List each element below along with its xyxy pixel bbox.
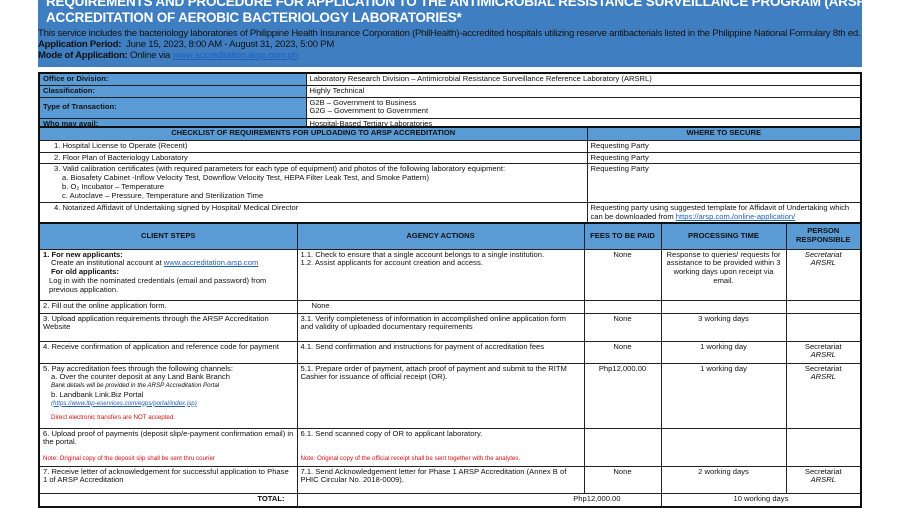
mode-label: Mode of Application: [38, 50, 128, 61]
person-1-unit: ARSRL [810, 258, 836, 268]
period-value: June 15, 2023, 8:00 AM - August 31, 2023… [126, 39, 335, 50]
requirement-3: 3. Valid calibration certificates (with … [38, 163, 588, 204]
action-4: 4.1. Send confirmation and instructions … [296, 340, 585, 364]
step-row-7: 7. Receive letter of acknowledgement for… [38, 465, 862, 494]
where-2: Requesting Party [586, 151, 862, 165]
fees-header: FEES TO BE PAID [583, 222, 662, 250]
description: This service includes the bacteriology l… [38, 28, 861, 39]
step-5b: b. Landbank Link.Biz Portal [51, 389, 144, 399]
step-row-2: 2. Fill out the online application form.… [38, 299, 862, 314]
action-3: 3.1. Verify completeness of information … [296, 312, 585, 342]
info-table: Office or Division: Laboratory Research D… [38, 72, 862, 132]
fee-5: Php12,000.00 [583, 362, 662, 429]
time-4: 1 working day [660, 340, 787, 364]
receipt-note: Note: Original copy of the official rece… [300, 455, 521, 463]
action-6: 6.1. Send scanned copy of OR to applican… [300, 428, 483, 438]
action-1-2: 1.2. Assist applicants for account creat… [300, 258, 483, 268]
title-banner: REQUIREMENTS AND PROCEDURE FOR APPLICATI… [38, 0, 870, 67]
step-row-5: 5. Pay accreditation fees through the fo… [38, 362, 862, 429]
total-row: TOTAL: Php12,000.00 10 working days [38, 492, 862, 508]
action-5: 5.1. Prepare order of payment, attach pr… [296, 362, 585, 429]
requirement-3b: b. O₂ Incubator – Temperature [62, 181, 165, 191]
where-4-text: Requesting party using suggested templat… [590, 203, 850, 222]
office-label: Office or Division: [38, 72, 307, 86]
fee-7: None [583, 465, 662, 494]
requirement-3-text: 3. Valid calibration certificates (with … [54, 164, 506, 174]
requirement-1: 1. Hospital License to Operate (Recent) [38, 139, 588, 153]
where-header: WHERE TO SECURE [586, 126, 862, 141]
client-steps-header: CLIENT STEPS [38, 222, 298, 250]
step-5a: a. Over the counter deposit at any Land … [51, 372, 230, 382]
person-4-unit: ARSRL [810, 350, 836, 360]
person-7-unit: ARSRL [810, 475, 836, 485]
where-3: Requesting Party [586, 163, 862, 204]
total-time: 10 working days [660, 492, 862, 508]
where-4: Requesting party using suggested templat… [586, 202, 862, 225]
create-account-text: Create an institutional account at [51, 258, 162, 268]
step-row-4: 4. Receive confirmation of application a… [38, 340, 862, 364]
fee-3: None [583, 312, 662, 342]
person-header: PERSON RESPONSIBLE [785, 222, 862, 250]
classification-label: Classification: [38, 84, 307, 98]
step-row-3: 3. Upload application requirements throu… [38, 312, 862, 342]
step-7: 7. Receive letter of acknowledgement for… [38, 465, 298, 494]
intro: This service includes the bacteriology l… [38, 28, 868, 61]
time-1: Response to queries/ requests for assist… [660, 248, 787, 301]
person-5-unit: ARSRL [810, 372, 836, 382]
action-1-1: 1.1. Check to ensure that a single accou… [300, 249, 545, 259]
requirement-2: 2. Floor Plan of Bacteriology Laboratory [38, 151, 588, 165]
page-title-line2: ACCREDITATION OF AEROBIC BACTERIOLOGY LA… [46, 10, 462, 25]
requirement-3c: c. Autoclave – Pressure, Temperature and… [62, 190, 264, 200]
step-6: 6. Upload proof of payments (deposit sli… [43, 428, 294, 447]
transfer-warning: Direct electronic transfers are NOT acce… [51, 414, 176, 422]
agency-actions-header: AGENCY ACTIONS [296, 222, 585, 250]
step-2: 2. Fill out the online application form. [38, 299, 298, 314]
type-value: G2B – Government to Business G2G – Govern… [305, 96, 862, 119]
person-5: Secretariat [804, 363, 842, 373]
requirement-3a: a. Biosafety Cabinet -Inflow Velocity Te… [62, 173, 430, 183]
online-application-link[interactable]: https://arsp.com./online-application/ [675, 212, 796, 222]
checklist-table: CHECKLIST OF REQUIREMENTS FOR UPLOADING … [38, 126, 862, 225]
step-row-6: 6. Upload proof of payments (deposit sli… [38, 427, 862, 467]
time-5: 1 working day [660, 362, 787, 429]
total-label: TOTAL: [38, 492, 298, 508]
processing-time-header: PROCESSING TIME [660, 222, 787, 250]
step-row-1: 1. For new applicants: Create an institu… [38, 248, 862, 301]
step-5: 5. Pay accreditation fees through the fo… [43, 363, 233, 373]
person-1: Secretariat [804, 249, 842, 259]
office-value: Laboratory Research Division – Antimicro… [305, 72, 862, 86]
mode-value: Online via [129, 50, 171, 61]
where-1: Requesting Party [586, 139, 862, 153]
checklist-header: CHECKLIST OF REQUIREMENTS FOR UPLOADING … [38, 126, 588, 141]
old-applicants: For old applicants: [51, 267, 119, 277]
type-g2g: G2G – Government to Government [309, 106, 429, 116]
account-link[interactable]: www.accreditation.arsp.com [163, 258, 259, 268]
fee-4: None [583, 340, 662, 364]
person-4: Secretariat [804, 341, 842, 351]
classification-value: Highly Technical [305, 84, 862, 98]
period-label: Application Period: [38, 39, 122, 50]
type-g2b: G2B – Government to Business [309, 97, 417, 107]
fee-1: None [583, 248, 662, 301]
person-7: Secretariat [804, 466, 842, 476]
time-7: 2 working days [660, 465, 787, 494]
bank-details-note: Bank details will be provided in the ARS… [51, 382, 220, 390]
page-title-line1: REQUIREMENTS AND PROCEDURE FOR APPLICATI… [46, 0, 870, 9]
login-text: Log in with the nominated credentials (e… [49, 275, 267, 294]
landbank-link[interactable]: (https://www.lbp-eservices.com/egps/port… [51, 399, 197, 407]
step-4: 4. Receive confirmation of application a… [38, 340, 298, 364]
deposit-slip-note: Note: Original copy of the deposit slip … [43, 455, 215, 463]
steps-table: CLIENT STEPS AGENCY ACTIONS FEES TO BE P… [38, 222, 862, 508]
time-3: 3 working days [660, 312, 787, 342]
step-3: 3. Upload application requirements throu… [38, 312, 298, 342]
requirement-4: 4. Notarized Affidavit of Undertaking si… [38, 202, 588, 225]
new-applicants: 1. For new applicants: [43, 249, 123, 259]
total-fee: Php12,000.00 [296, 492, 662, 508]
action-7: 7.1. Send Acknowledgement letter for Pha… [296, 465, 585, 494]
action-2: None [296, 299, 585, 314]
accreditation-link[interactable]: www.accreditation.arsp.com.ph [172, 50, 299, 61]
type-label: Type of Transaction: [38, 96, 307, 119]
